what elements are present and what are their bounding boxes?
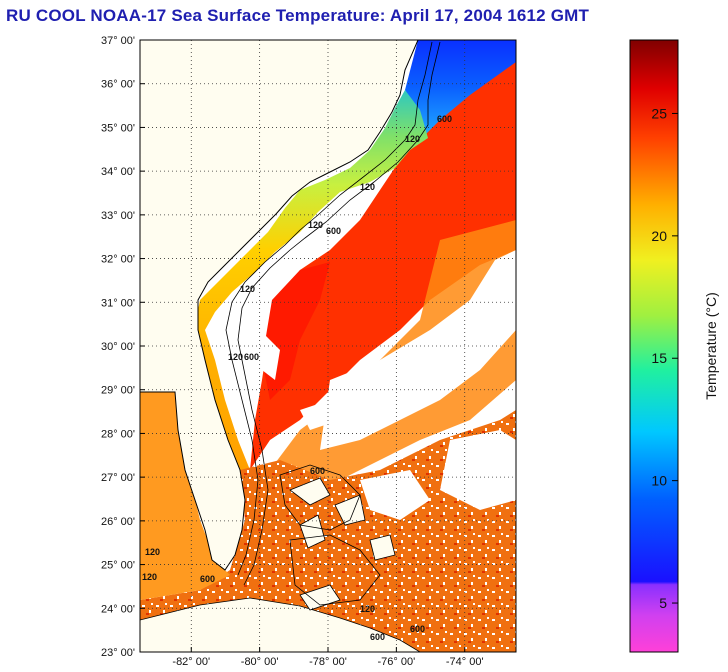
- gulf-stream-core: [262, 262, 330, 400]
- colorbar-ticks: 5 10 15 20 25: [651, 105, 678, 611]
- contour-label-600: 600: [200, 574, 215, 584]
- southern-speckled-water: [140, 410, 516, 652]
- lat-tick-label: 36° 00': [101, 79, 135, 91]
- lat-tick-label: 35° 00': [101, 122, 135, 134]
- colorbar-tick-label: 10: [651, 473, 667, 489]
- shelf-water: [196, 90, 428, 470]
- contour-label-600: 600: [370, 632, 385, 642]
- lat-tick-label: 27° 00': [101, 472, 135, 484]
- lat-tick-label: 26° 00': [101, 516, 135, 528]
- bahamas-islands: [289, 477, 396, 611]
- contour-label-600: 600: [244, 352, 259, 362]
- lat-tick-label: 23° 00': [101, 647, 135, 659]
- colorbar-tick-label: 15: [651, 350, 667, 366]
- lat-lon-grid: [140, 40, 516, 652]
- us-mainland: [140, 40, 418, 570]
- contour-label-120: 120: [360, 604, 375, 614]
- coastline: [140, 40, 419, 571]
- cloud-patches: [260, 250, 516, 520]
- contour-label-120: 120: [145, 547, 160, 557]
- cold-north-water: [405, 40, 516, 135]
- lat-tick-label: 32° 00': [101, 254, 135, 266]
- colorbar-label: Temperature (°C): [703, 292, 719, 400]
- cuba-landmass: [140, 597, 421, 652]
- lat-tick-label: 34° 00': [101, 166, 135, 178]
- contour-label-120: 120: [308, 220, 323, 230]
- colorbar: [629, 39, 679, 653]
- lat-tick-label: 24° 00': [101, 603, 135, 615]
- map-title: RU COOL NOAA-17 Sea Surface Temperature:…: [6, 6, 590, 25]
- latitude-axis: 37° 00' 36° 00' 35° 00' 34° 00' 33° 00' 32° 0…: [101, 35, 145, 659]
- lat-tick-label: 29° 00': [101, 385, 135, 397]
- gulf-stream-region: [250, 60, 516, 470]
- lat-tick-label: 25° 00': [101, 560, 135, 572]
- contour-label-120: 120: [142, 572, 157, 582]
- lon-tick-label: -74° 00': [446, 656, 484, 668]
- contour-label-120: 120: [228, 352, 243, 362]
- lon-tick-label: -78° 00': [309, 656, 347, 668]
- contour-label-600: 600: [310, 466, 325, 476]
- lon-tick-label: -80° 00': [241, 656, 279, 668]
- lat-tick-label: 33° 00': [101, 210, 135, 222]
- lat-tick-label: 37° 00': [101, 35, 135, 47]
- lat-tick-label: 28° 00': [101, 428, 135, 440]
- lat-tick-label: 30° 00': [101, 341, 135, 353]
- gulf-of-mexico-water: [140, 392, 230, 600]
- colorbar-tick-label: 5: [659, 595, 667, 611]
- contour-label-120: 120: [405, 134, 420, 144]
- contour-label-120: 120: [240, 284, 255, 294]
- contour-label-120: 120: [360, 182, 375, 192]
- longitude-axis: -82° 00' -80° 00' -78° 00' -76° 00' -74° 00': [172, 647, 484, 668]
- bathymetry-contours: [225, 41, 441, 606]
- contour-label-600: 600: [326, 226, 341, 236]
- lat-tick-label: 31° 00': [101, 297, 135, 309]
- contour-label-600: 600: [410, 624, 425, 634]
- contour-labels: 600 120 120 120 600 120 120 600 600 120 …: [142, 114, 452, 642]
- colorbar-tick-label: 20: [651, 228, 667, 244]
- contour-label-600: 600: [437, 114, 452, 124]
- lon-tick-label: -76° 00': [378, 656, 416, 668]
- lon-tick-label: -82° 00': [172, 656, 210, 668]
- sst-plot-area: 600 120 120 120 600 120 120 600 600 120 …: [140, 40, 516, 652]
- colorbar-tick-label: 25: [651, 105, 667, 121]
